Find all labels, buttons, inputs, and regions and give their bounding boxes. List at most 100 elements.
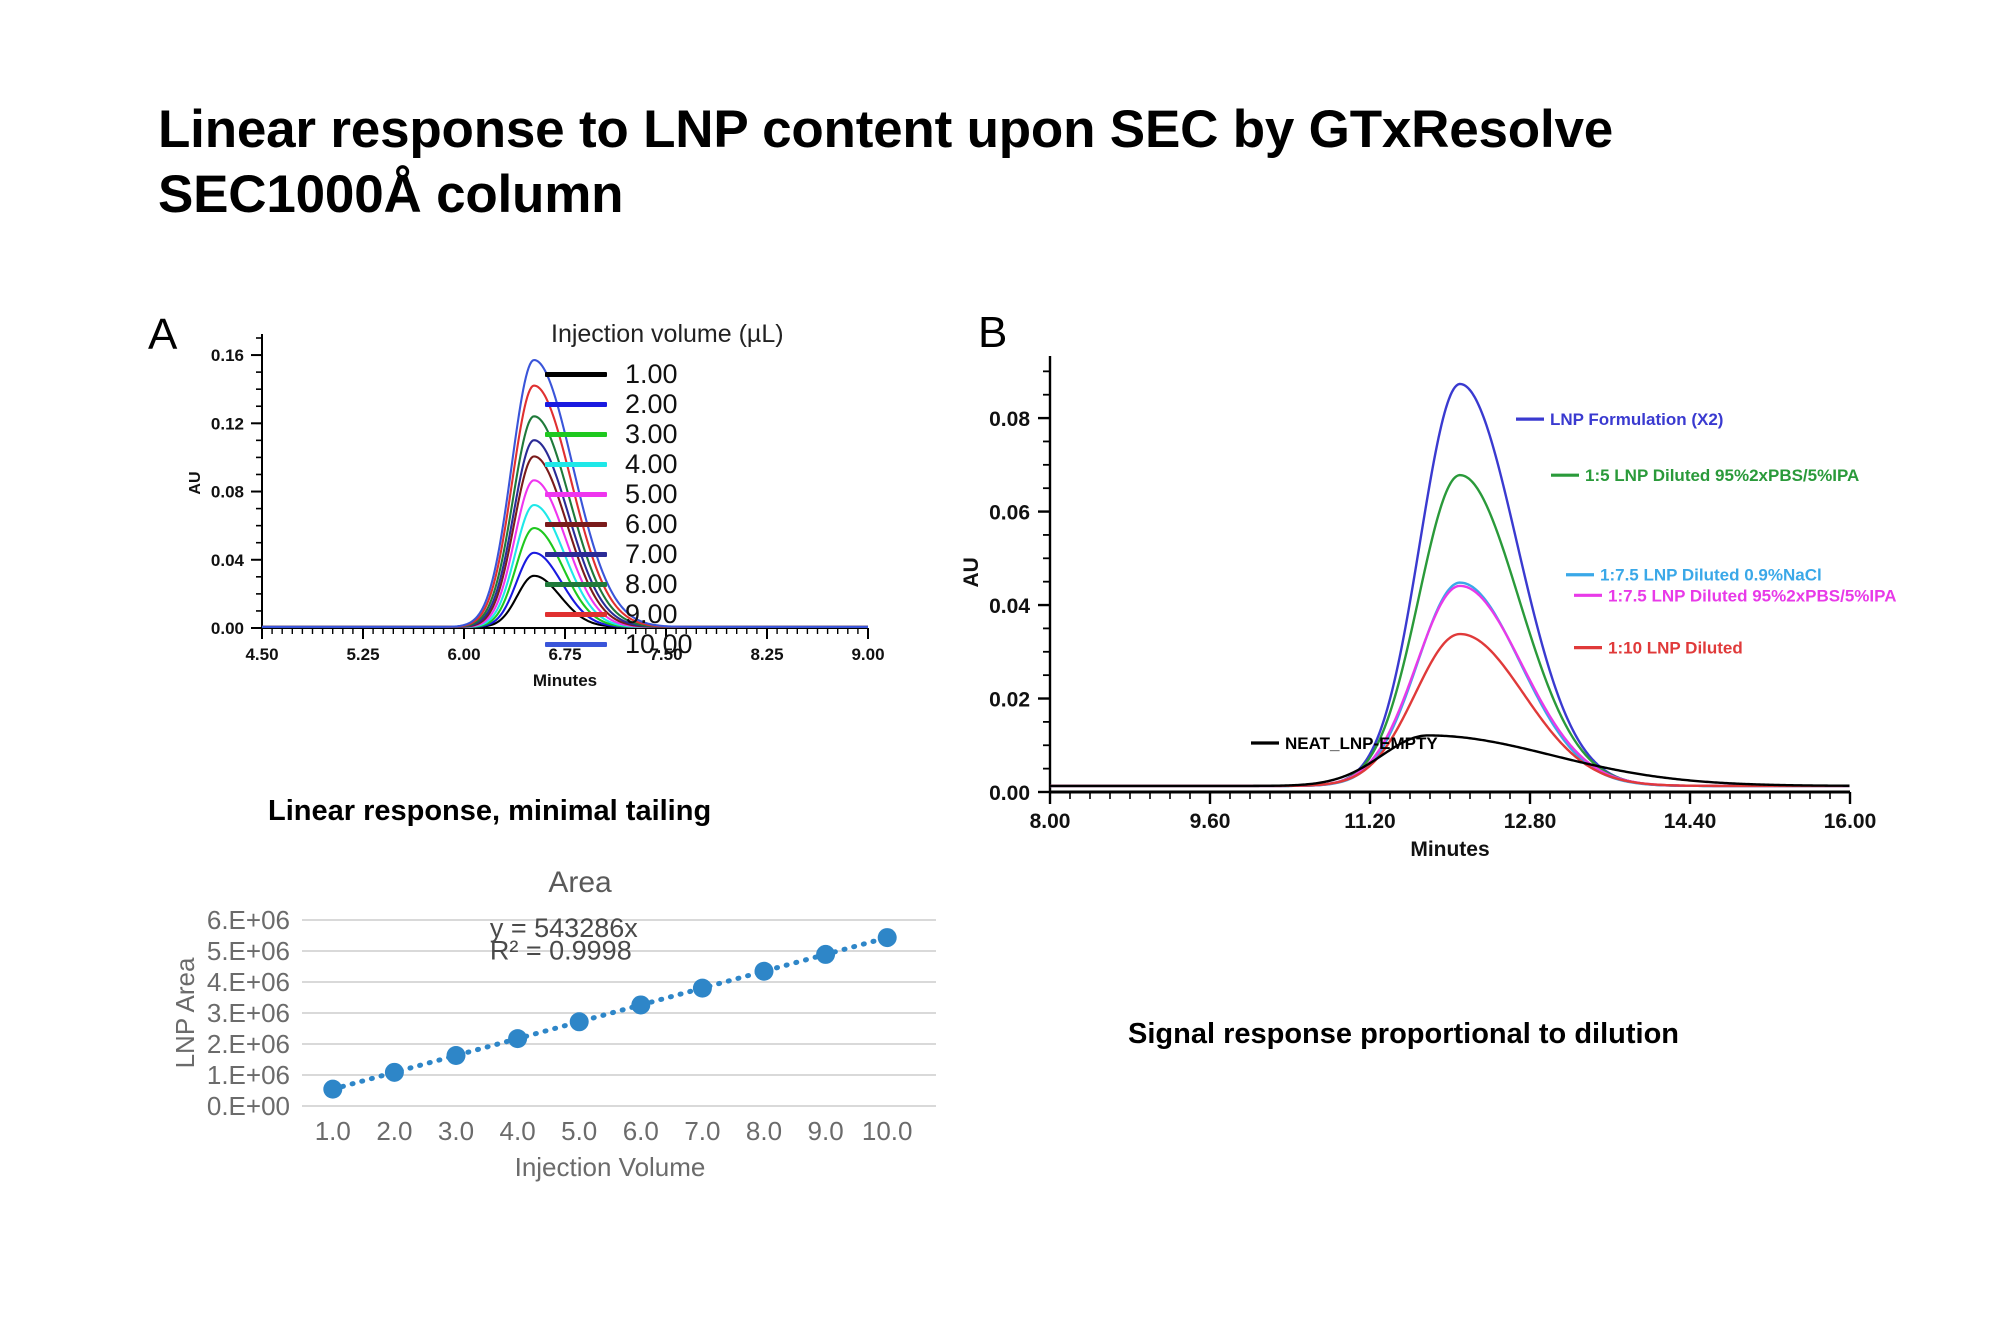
svg-text:5.0: 5.0	[561, 1116, 597, 1146]
svg-text:0.08: 0.08	[989, 408, 1030, 431]
panel-a-area-scatter-svg: Area 0.E+001.E+062.E+063.E+064.E+065.E+06…	[170, 866, 936, 1182]
svg-text:4.50: 4.50	[245, 645, 278, 664]
svg-text:8.25: 8.25	[750, 645, 783, 664]
scatter-point	[384, 1062, 404, 1082]
trace-line	[1050, 473, 1850, 788]
svg-text:10.0: 10.0	[862, 1116, 913, 1146]
legend-color-swatch	[545, 401, 607, 407]
legend-row: 4.00	[545, 449, 815, 479]
panel-a-area-scatter: Area 0.E+00 1.E+06 2.E+06 3.E+06 4.E+06 5.E+06…	[150, 866, 940, 1188]
svg-text:8.0: 8.0	[746, 1116, 782, 1146]
legend-row: 8.00	[545, 569, 815, 599]
svg-text:12.80: 12.80	[1504, 810, 1557, 833]
series-annotation-label: 1:7.5 LNP Diluted 95%2xPBS/5%IPA	[1608, 586, 1896, 605]
svg-text:0.04: 0.04	[989, 595, 1030, 618]
trace-line	[1050, 734, 1850, 788]
series-annotation-label: NEAT_LNP-EMPTY	[1285, 734, 1438, 753]
svg-text:6.0: 6.0	[623, 1116, 659, 1146]
legend-row: 6.00	[545, 509, 815, 539]
legend-label: 5.00	[625, 478, 678, 509]
trace-line	[1050, 581, 1850, 788]
panel-a-caption: Linear response, minimal tailing	[268, 795, 712, 827]
svg-text:2.E+06: 2.E+06	[207, 1029, 290, 1059]
panel-b-letter: B	[978, 308, 1008, 357]
panel-a-legend-title: Injection volume (µL)	[551, 320, 784, 348]
legend-label: 2.00	[625, 388, 678, 419]
svg-text:Injection Volume: Injection Volume	[515, 1152, 706, 1182]
legend-color-swatch	[545, 491, 607, 497]
legend-label: 1.00	[625, 358, 678, 389]
legend-label: 3.00	[625, 418, 678, 449]
legend-row: 2.00	[545, 389, 815, 419]
svg-text:3.0: 3.0	[438, 1116, 474, 1146]
series-annotation-label: 1:5 LNP Diluted 95%2xPBS/5%IPA	[1585, 466, 1859, 485]
svg-text:0.00: 0.00	[211, 619, 244, 638]
svg-text:14.40: 14.40	[1664, 810, 1717, 833]
legend-row: 10.00	[545, 629, 815, 659]
scatter-point	[323, 1079, 343, 1099]
svg-text:Minutes: Minutes	[1410, 838, 1489, 861]
series-annotation-label: 1:7.5 LNP Diluted 0.9%NaCl	[1600, 566, 1822, 585]
legend-label: 7.00	[625, 538, 678, 569]
svg-text:16.00: 16.00	[1824, 810, 1877, 833]
svg-text:6.75: 6.75	[548, 645, 581, 664]
series-annotation-label: LNP Formulation (X2)	[1550, 410, 1723, 429]
panel-b-caption: Signal response proportional to dilution	[1128, 1018, 1679, 1050]
trace-line	[1050, 584, 1850, 788]
scatter-point	[446, 1045, 466, 1065]
legend-label: 8.00	[625, 568, 678, 599]
legend-label: 10.00	[625, 628, 693, 659]
panel-a-chromatogram: 0.00 0.04 0.08 0.12 0.16 AU 4.50 5.25 6.00 6.75 7.…	[150, 310, 890, 730]
legend-label: 9.00	[625, 598, 678, 629]
legend-row: 7.00	[545, 539, 815, 569]
scatter-point	[877, 928, 897, 948]
svg-text:1.0: 1.0	[315, 1116, 351, 1146]
scatter-title: Area	[548, 866, 612, 899]
panel-b-chromatogram: 0.00 0.02 0.04 0.06 0.08 AU 8.00 9.60 11.20 12.80…	[950, 340, 1896, 900]
scatter-point	[692, 978, 712, 998]
trace-line	[1050, 382, 1850, 788]
svg-text:0.12: 0.12	[211, 414, 244, 433]
panel-a-legend: Injection volume (µL) 1.00 2.00 3.00 4.00 5.…	[545, 320, 815, 659]
series-annotation-label: 1:10 LNP Diluted	[1608, 639, 1743, 658]
svg-text:9.00: 9.00	[851, 645, 884, 664]
legend-color-swatch	[545, 461, 607, 467]
legend-color-swatch	[545, 521, 607, 527]
svg-text:Minutes: Minutes	[533, 671, 597, 690]
svg-text:AU: AU	[960, 557, 983, 587]
svg-text:0.00: 0.00	[989, 782, 1030, 805]
svg-text:5.25: 5.25	[346, 645, 379, 664]
scatter-point	[816, 944, 836, 964]
legend-color-swatch	[545, 641, 607, 647]
panel-b-chromatogram-svg: 0.00 0.02 0.04 0.06 0.08 AU 8.00 9.60 11.20 12.80…	[960, 356, 1896, 861]
legend-row: 1.00	[545, 359, 815, 389]
legend-row: 9.00	[545, 599, 815, 629]
svg-text:9.0: 9.0	[808, 1116, 844, 1146]
legend-color-swatch	[545, 371, 607, 377]
legend-color-swatch	[545, 431, 607, 437]
panel-a-legend-rows: 1.00 2.00 3.00 4.00 5.00 6.00 7.00 8.00 9.00 10.0…	[545, 359, 815, 659]
scatter-point	[754, 961, 774, 981]
svg-text:0.04: 0.04	[211, 551, 245, 570]
svg-text:1.E+06: 1.E+06	[207, 1060, 290, 1090]
svg-text:5.E+06: 5.E+06	[207, 936, 290, 966]
svg-text:0.E+00: 0.E+00	[207, 1091, 290, 1121]
panel-a-letter: A	[148, 310, 178, 359]
trend-line	[330, 935, 890, 1092]
svg-text:6.00: 6.00	[447, 645, 480, 664]
legend-label: 4.00	[625, 448, 678, 479]
scatter-point	[631, 995, 651, 1015]
svg-text:3.E+06: 3.E+06	[207, 998, 290, 1028]
page-title: Linear response to LNP content upon SEC …	[158, 100, 1614, 224]
svg-text:6.E+06: 6.E+06	[207, 905, 290, 935]
r-squared-label: R² = 0.9998	[490, 936, 632, 966]
svg-text:0.02: 0.02	[989, 689, 1030, 712]
svg-text:7.0: 7.0	[684, 1116, 720, 1146]
legend-color-swatch	[545, 581, 607, 587]
svg-text:2.0: 2.0	[376, 1116, 412, 1146]
svg-text:4.0: 4.0	[500, 1116, 536, 1146]
scatter-point	[569, 1012, 589, 1032]
legend-row: 3.00	[545, 419, 815, 449]
svg-text:8.00: 8.00	[1030, 810, 1071, 833]
